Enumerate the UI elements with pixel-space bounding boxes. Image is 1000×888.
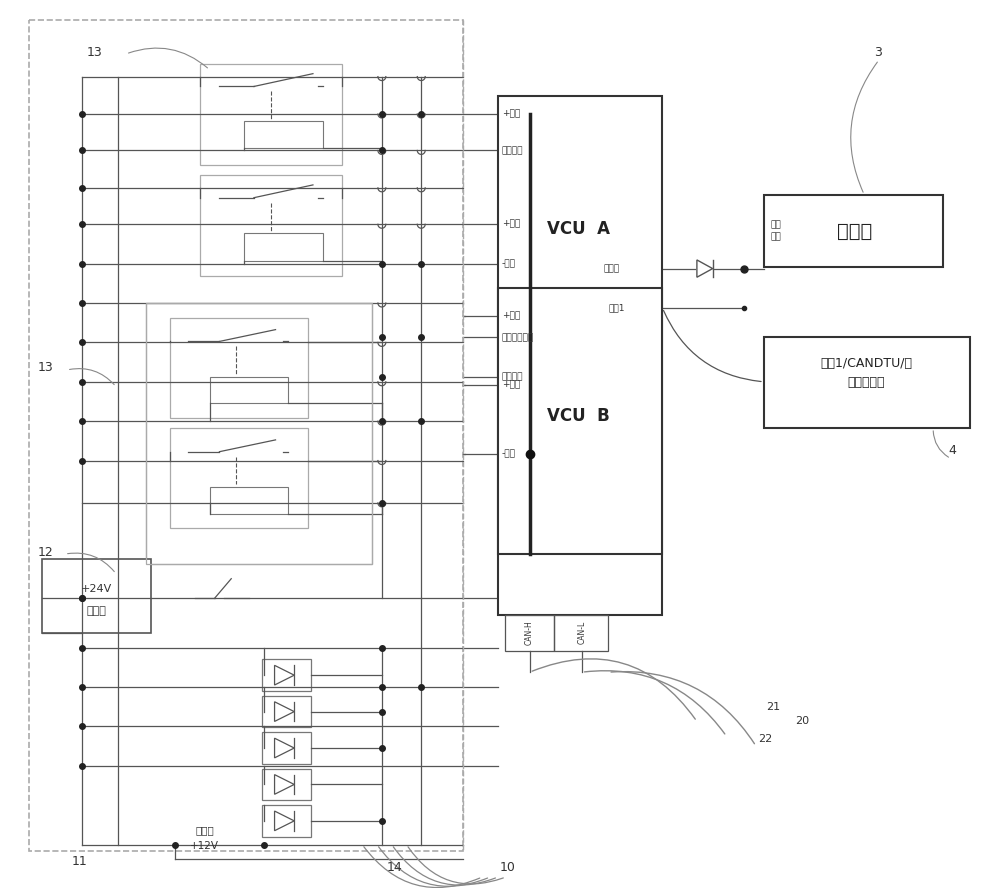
Bar [262,696,311,727]
Bar [146,303,372,564]
Text: 4: 4 [948,444,956,457]
Text: 22: 22 [758,734,772,744]
Bar [170,318,308,418]
Bar [498,96,662,615]
Text: CAN-H: CAN-H [525,621,534,646]
Text: +电源: +电源 [502,109,520,118]
Bar [210,488,288,514]
Text: 充电连接信号: 充电连接信号 [502,333,534,342]
Text: 延时信号: 延时信号 [502,146,523,155]
Text: -电源: -电源 [502,449,516,458]
Bar [505,615,554,651]
Bar [29,20,463,852]
Text: 显示器: 显示器 [837,222,872,241]
Bar [498,289,662,554]
Bar [244,234,323,261]
Text: 13: 13 [87,45,102,59]
Text: 3: 3 [874,45,882,59]
Text: -电源: -电源 [502,259,516,268]
Bar [764,194,943,266]
Text: 13: 13 [37,361,53,374]
Text: +电源: +电源 [502,312,520,321]
Bar [210,377,288,403]
Text: 蓄电池: 蓄电池 [86,607,106,616]
Bar [262,733,311,764]
Text: 10: 10 [500,860,516,874]
Bar [244,121,323,148]
Bar [200,175,342,276]
Text: +12V: +12V [190,842,219,852]
Text: +24V: +24V [81,583,112,593]
Text: +电源: +电源 [502,380,520,389]
Bar [146,303,372,564]
Text: 21: 21 [766,702,780,711]
Text: 唤醒
信号: 唤醒 信号 [771,221,781,242]
Text: VCU  B: VCU B [547,408,610,425]
Bar [262,805,311,836]
Bar [554,615,608,651]
Bar [262,660,311,691]
Text: 14: 14 [387,860,403,874]
Text: 20: 20 [795,717,809,726]
Bar [200,64,342,165]
Text: VCU  A: VCU A [547,220,610,238]
Text: 11: 11 [72,855,88,868]
Bar [42,559,151,633]
Bar [764,337,970,428]
Text: 多合1: 多合1 [608,304,625,313]
Bar [262,769,311,800]
Text: 显示器: 显示器 [603,264,619,274]
Text: CAN-L: CAN-L [577,622,586,645]
Text: 12: 12 [37,545,53,559]
Text: +电源: +电源 [502,220,520,229]
Text: 充电桩: 充电桩 [195,825,214,835]
Text: 多合1/CANDTU/远
程监控模块: 多合1/CANDTU/远 程监控模块 [820,357,912,389]
Text: 钥匙信号: 钥匙信号 [502,372,523,381]
Bar [170,428,308,528]
